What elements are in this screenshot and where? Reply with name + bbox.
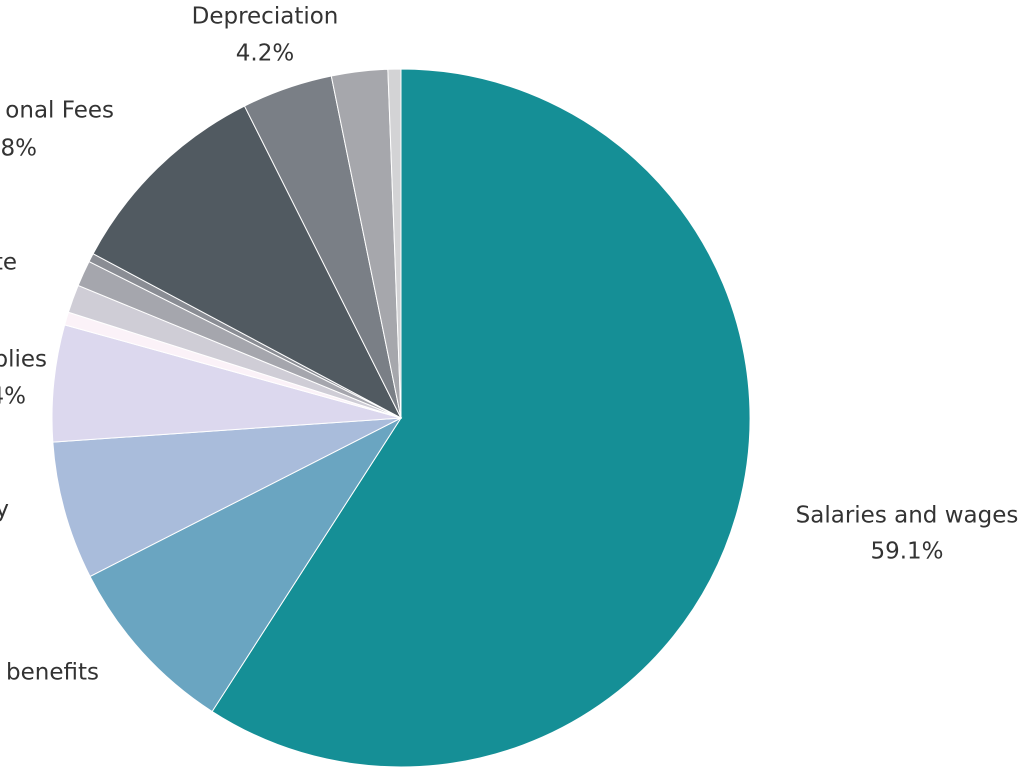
- slice-label: benefits: [6, 660, 99, 686]
- slice-label: y: [0, 497, 9, 523]
- slice-label: te: [0, 250, 17, 276]
- pie-slice: [92, 105, 403, 420]
- pie-slice: [387, 68, 402, 419]
- slice-value-label: 8%: [1, 136, 38, 162]
- slice-value-label: 4.2%: [236, 41, 294, 67]
- slice-label: Salaries and wages: [796, 503, 1019, 529]
- slice-label: onal Fees: [5, 98, 114, 124]
- pie-slice: [211, 68, 751, 768]
- slice-label: plies: [0, 347, 47, 373]
- slice-value-label: 4%: [0, 384, 26, 410]
- slice-label: Depreciation: [192, 4, 339, 30]
- pie-slice: [52, 417, 402, 578]
- pie-slice: [89, 416, 403, 713]
- slice-value-label: 59.1%: [870, 539, 943, 565]
